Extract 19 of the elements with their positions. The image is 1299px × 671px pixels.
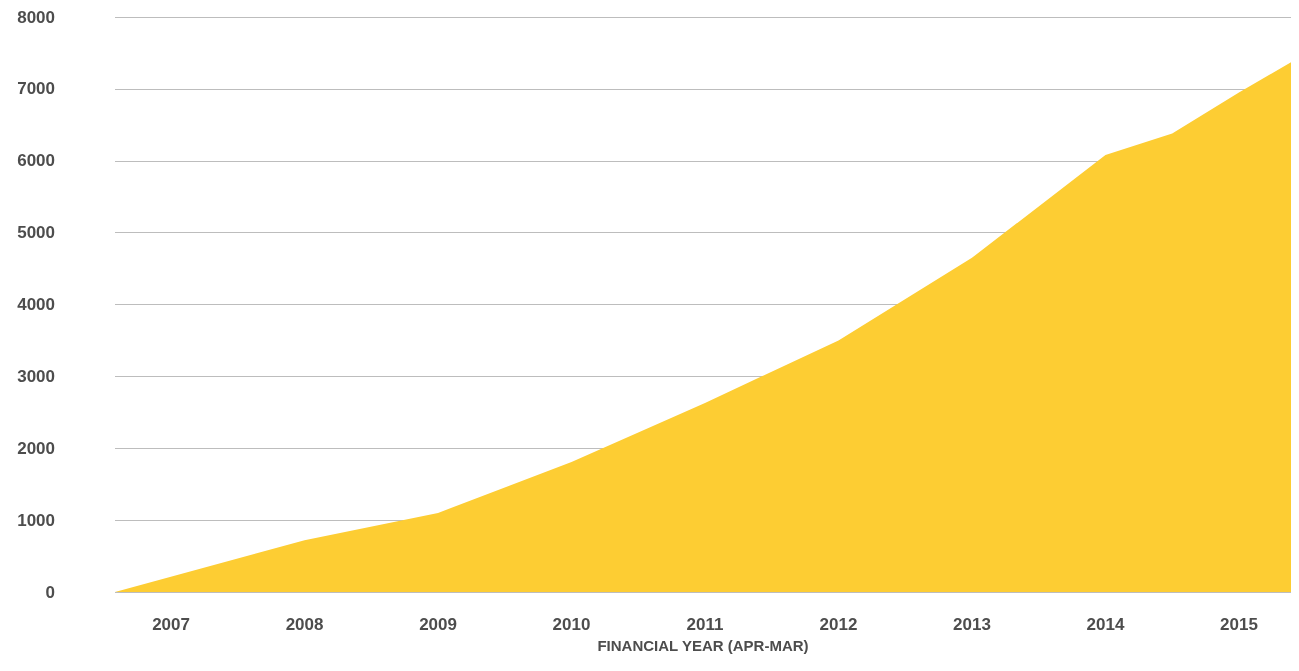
x-tick-label: 2015 bbox=[1220, 615, 1258, 634]
x-axis-title: FINANCIAL YEAR (APR-MAR) bbox=[597, 636, 809, 654]
x-tick-label: 2014 bbox=[1086, 615, 1125, 634]
y-tick-label: 2000 bbox=[17, 438, 55, 458]
x-tick-label: 2012 bbox=[819, 615, 858, 634]
x-tick-label: 2010 bbox=[552, 615, 591, 634]
x-tick-label: 2008 bbox=[285, 615, 324, 634]
y-tick-label: 6000 bbox=[17, 151, 55, 171]
y-tick-label: 4000 bbox=[17, 295, 55, 314]
x-tick-label: 2009 bbox=[419, 615, 457, 634]
y-tick-label: 0 bbox=[45, 582, 55, 602]
y-tick-label: 1000 bbox=[17, 510, 55, 530]
x-tick-label: 2007 bbox=[152, 615, 190, 634]
y-tick-label: 3000 bbox=[17, 366, 55, 386]
y-tick-label: 8000 bbox=[17, 7, 55, 27]
y-tick-label: 5000 bbox=[17, 223, 55, 243]
x-tick-label: 2011 bbox=[686, 615, 724, 634]
x-tick-label: 2013 bbox=[953, 615, 991, 634]
y-tick-label: 7000 bbox=[17, 79, 55, 99]
